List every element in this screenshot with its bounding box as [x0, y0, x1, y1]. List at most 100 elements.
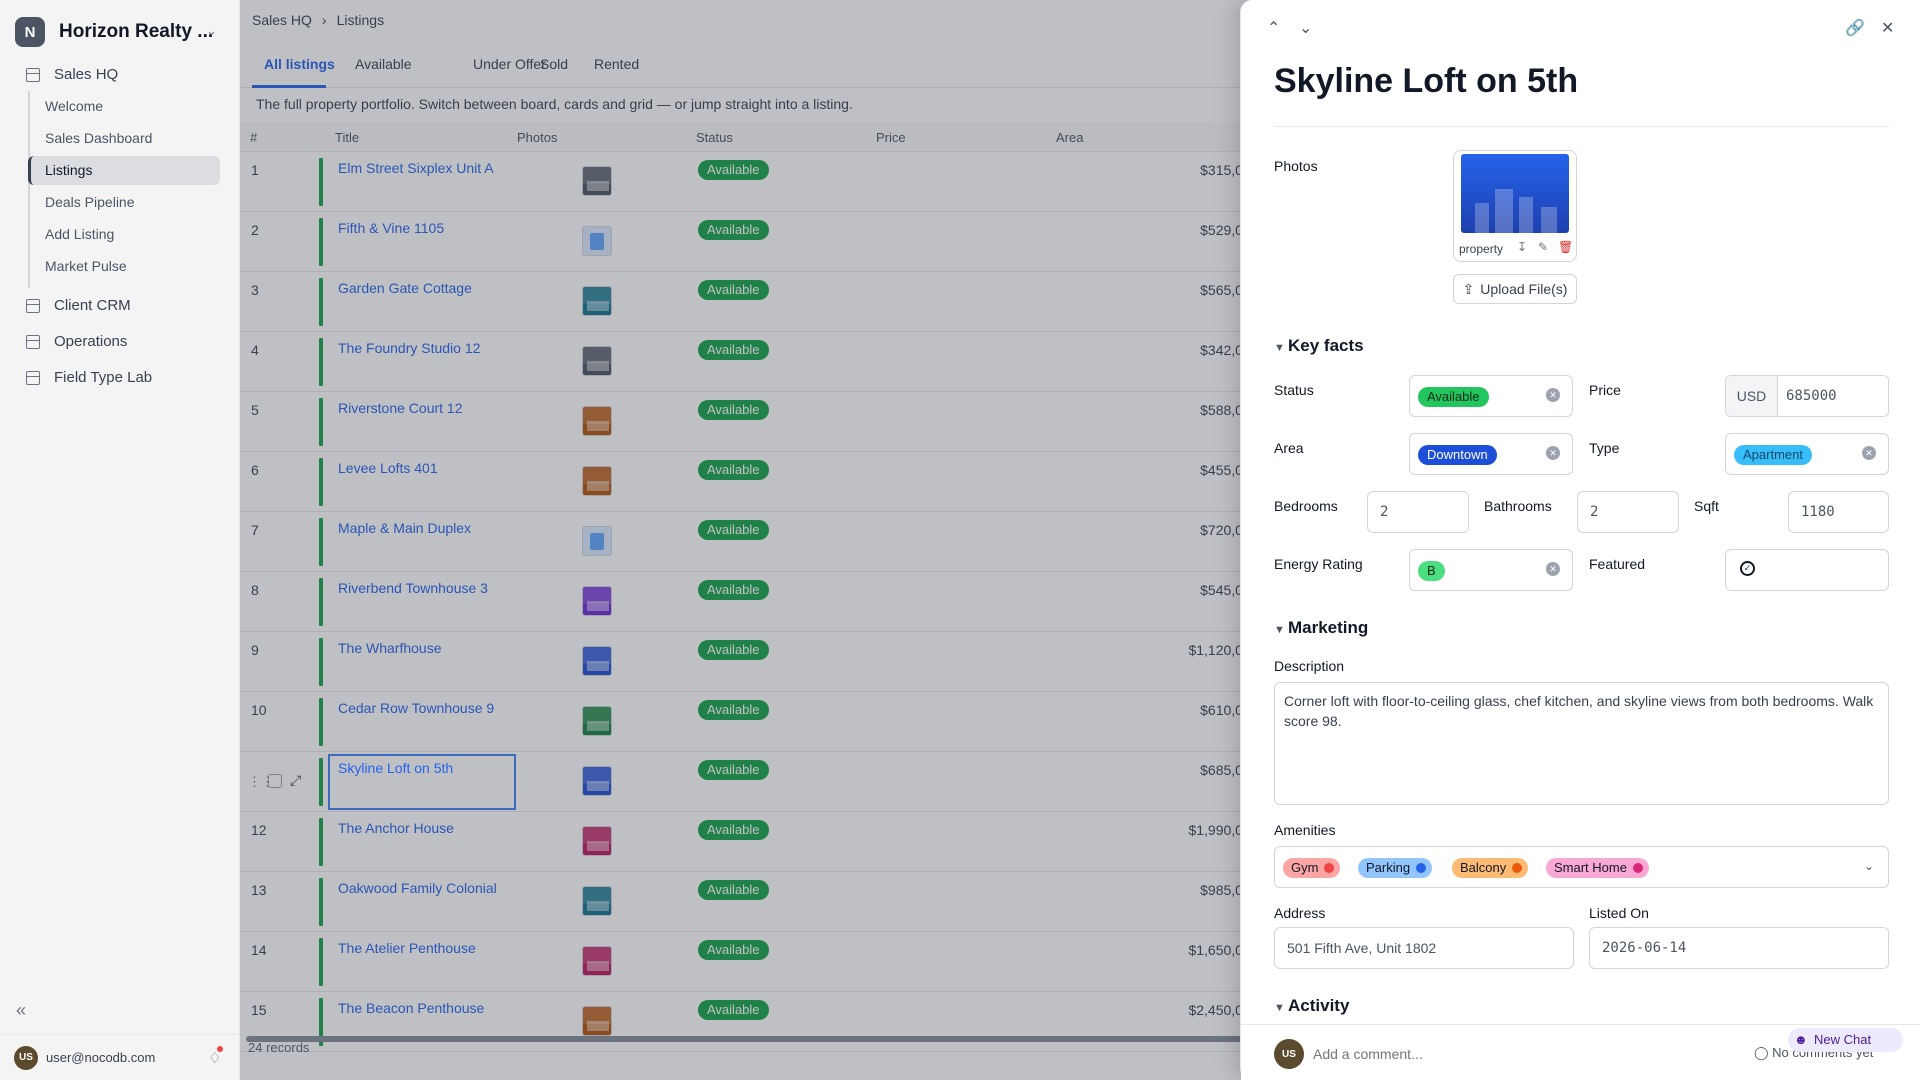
sidebar-item-sales-dashboard[interactable]: Sales Dashboard — [45, 130, 153, 146]
user-email[interactable]: user@nocodb.com — [46, 1050, 156, 1065]
bathrooms-value[interactable]: 2 — [1590, 504, 1599, 520]
section-activity[interactable]: ▼ Activity — [1274, 996, 1349, 1016]
status-badge[interactable]: Available — [698, 280, 769, 300]
attachment-card[interactable]: property ↧ ✎ 🗑 — [1453, 150, 1577, 262]
horizontal-scrollbar[interactable] — [246, 1036, 1250, 1042]
photo-thumbnail[interactable] — [582, 946, 612, 976]
column-header-title[interactable]: Title — [335, 130, 360, 145]
sidebar-base-client-crm[interactable]: Client CRM — [26, 297, 131, 314]
listing-title-link[interactable]: The Anchor House — [338, 820, 454, 836]
column-header-status[interactable]: Status — [696, 130, 733, 145]
chevron-down-icon[interactable]: ⌄ — [1863, 859, 1874, 873]
listing-title-link[interactable]: Riverbend Townhouse 3 — [338, 580, 488, 596]
energy-rating-select[interactable]: B ✕ — [1409, 549, 1573, 591]
tab-sold[interactable]: Sold — [540, 56, 569, 72]
download-icon[interactable]: ↧ — [1517, 240, 1528, 254]
type-select[interactable]: Apartment ✕ — [1725, 433, 1889, 475]
upload-files-button[interactable]: ⇪ Upload File(s) — [1453, 274, 1577, 304]
listing-title-link[interactable]: The Atelier Penthouse — [338, 940, 476, 956]
amenity-chip[interactable]: Parking — [1358, 858, 1433, 878]
listed-on-value[interactable]: 2026-06-14 — [1602, 940, 1687, 956]
chevron-down-icon[interactable]: ⌄ — [206, 23, 217, 38]
close-icon[interactable]: ✕ — [1881, 20, 1895, 37]
status-badge[interactable]: Available — [698, 580, 769, 600]
photo-thumbnail[interactable] — [1461, 154, 1569, 233]
listing-title-link[interactable]: Levee Lofts 401 — [338, 460, 438, 476]
photo-thumbnail[interactable] — [582, 706, 612, 736]
copy-link-icon[interactable]: 🔗 — [1845, 20, 1865, 37]
photo-thumbnail[interactable] — [582, 286, 612, 316]
price-field[interactable]: USD 685000 — [1725, 375, 1889, 417]
chevron-up-icon[interactable]: ⌃ — [1267, 20, 1281, 37]
status-badge[interactable]: Available — [698, 640, 769, 660]
listing-title-link[interactable]: Oakwood Family Colonial — [338, 880, 497, 896]
photo-thumbnail[interactable] — [582, 1006, 612, 1036]
amenity-chip[interactable]: Balcony — [1452, 858, 1529, 878]
status-badge[interactable]: Available — [698, 220, 769, 240]
address-field[interactable]: 501 Fifth Ave, Unit 1802 — [1274, 927, 1574, 969]
status-badge[interactable]: Available — [698, 160, 769, 180]
status-badge[interactable]: Available — [698, 760, 769, 780]
file-icon[interactable] — [582, 526, 612, 556]
breadcrumb-base[interactable]: Sales HQ — [252, 12, 312, 28]
check-circle-icon[interactable]: ✓ — [1740, 561, 1755, 576]
status-badge[interactable]: Available — [698, 1000, 769, 1020]
column-header-area[interactable]: Area — [1056, 130, 1084, 145]
sidebar-item-market-pulse[interactable]: Market Pulse — [45, 258, 127, 274]
section-marketing[interactable]: ▼ Marketing — [1274, 618, 1368, 638]
listing-title-link[interactable]: The Foundry Studio 12 — [338, 340, 481, 356]
bathrooms-field[interactable]: 2 — [1577, 491, 1679, 533]
photo-thumbnail[interactable] — [582, 766, 612, 796]
bedrooms-value[interactable]: 2 — [1380, 504, 1389, 520]
collapse-sidebar-icon[interactable]: « — [16, 1000, 27, 1020]
expand-record-icon[interactable]: ⤢ — [290, 772, 302, 788]
status-badge[interactable]: Available — [698, 700, 769, 720]
listing-title-link[interactable]: Maple & Main Duplex — [338, 520, 472, 536]
bedrooms-field[interactable]: 2 — [1367, 491, 1469, 533]
photo-thumbnail[interactable] — [582, 586, 612, 616]
new-chat-button[interactable]: ☻ New Chat — [1788, 1028, 1903, 1052]
remove-chip-icon[interactable] — [1512, 863, 1523, 873]
amenity-chip[interactable]: Gym — [1283, 858, 1341, 878]
status-badge[interactable]: Available — [698, 400, 769, 420]
clear-icon[interactable]: ✕ — [1546, 562, 1560, 576]
drag-handle-icon[interactable]: ⋮⋮ — [248, 774, 274, 789]
listing-title-link[interactable]: The Wharfhouse — [338, 640, 442, 656]
status-select[interactable]: Available ✕ — [1409, 375, 1573, 417]
section-key-facts[interactable]: ▼ Key facts — [1274, 336, 1364, 356]
clear-icon[interactable]: ✕ — [1862, 446, 1876, 460]
column-header-price[interactable]: Price — [876, 130, 906, 145]
photo-thumbnail[interactable] — [582, 826, 612, 856]
amenity-chip[interactable]: Smart Home — [1546, 858, 1649, 878]
listing-title-link[interactable]: Cedar Row Townhouse 9 — [338, 700, 495, 716]
chevron-down-icon[interactable]: ⌄ — [1299, 20, 1313, 37]
photo-thumbnail[interactable] — [582, 466, 612, 496]
photo-thumbnail[interactable] — [582, 886, 612, 916]
listing-title-link[interactable]: The Beacon Penthouse — [338, 1000, 485, 1016]
delete-icon[interactable]: 🗑 — [1558, 240, 1574, 254]
featured-checkbox[interactable]: ✓ — [1725, 549, 1889, 591]
status-badge[interactable]: Available — [698, 820, 769, 840]
edit-icon[interactable]: ✎ — [1538, 240, 1549, 254]
address-value[interactable]: 501 Fifth Ave, Unit 1802 — [1287, 940, 1437, 956]
row-checkbox[interactable] — [268, 774, 282, 788]
area-select[interactable]: Downtown ✕ — [1409, 433, 1573, 475]
photo-thumbnail[interactable] — [582, 346, 612, 376]
tab-rented[interactable]: Rented — [594, 56, 640, 72]
sidebar-item-add-listing[interactable]: Add Listing — [45, 226, 115, 242]
status-badge[interactable]: Available — [698, 520, 769, 540]
listing-title-link[interactable]: Skyline Loft on 5th — [338, 760, 454, 776]
listing-title-link[interactable]: Riverstone Court 12 — [338, 400, 463, 416]
sidebar-item-listings[interactable]: Listings — [45, 162, 93, 178]
description-textarea[interactable]: Corner loft with floor-to-ceiling glass,… — [1274, 682, 1889, 805]
listing-title-link[interactable]: Garden Gate Cottage — [338, 280, 472, 296]
sidebar-base-sales-hq[interactable]: Sales HQ — [26, 66, 118, 83]
listing-title-link[interactable]: Fifth & Vine 1105 — [338, 220, 445, 236]
sidebar-item-deals-pipeline[interactable]: Deals Pipeline — [45, 194, 135, 210]
clear-icon[interactable]: ✕ — [1546, 446, 1560, 460]
sidebar-base-operations[interactable]: Operations — [26, 333, 127, 350]
sidebar-base-field-type-lab[interactable]: Field Type Lab — [26, 369, 152, 386]
photo-thumbnail[interactable] — [582, 406, 612, 436]
tab-under-offer[interactable]: Under Offer — [473, 56, 546, 72]
price-value[interactable]: 685000 — [1786, 388, 1837, 404]
